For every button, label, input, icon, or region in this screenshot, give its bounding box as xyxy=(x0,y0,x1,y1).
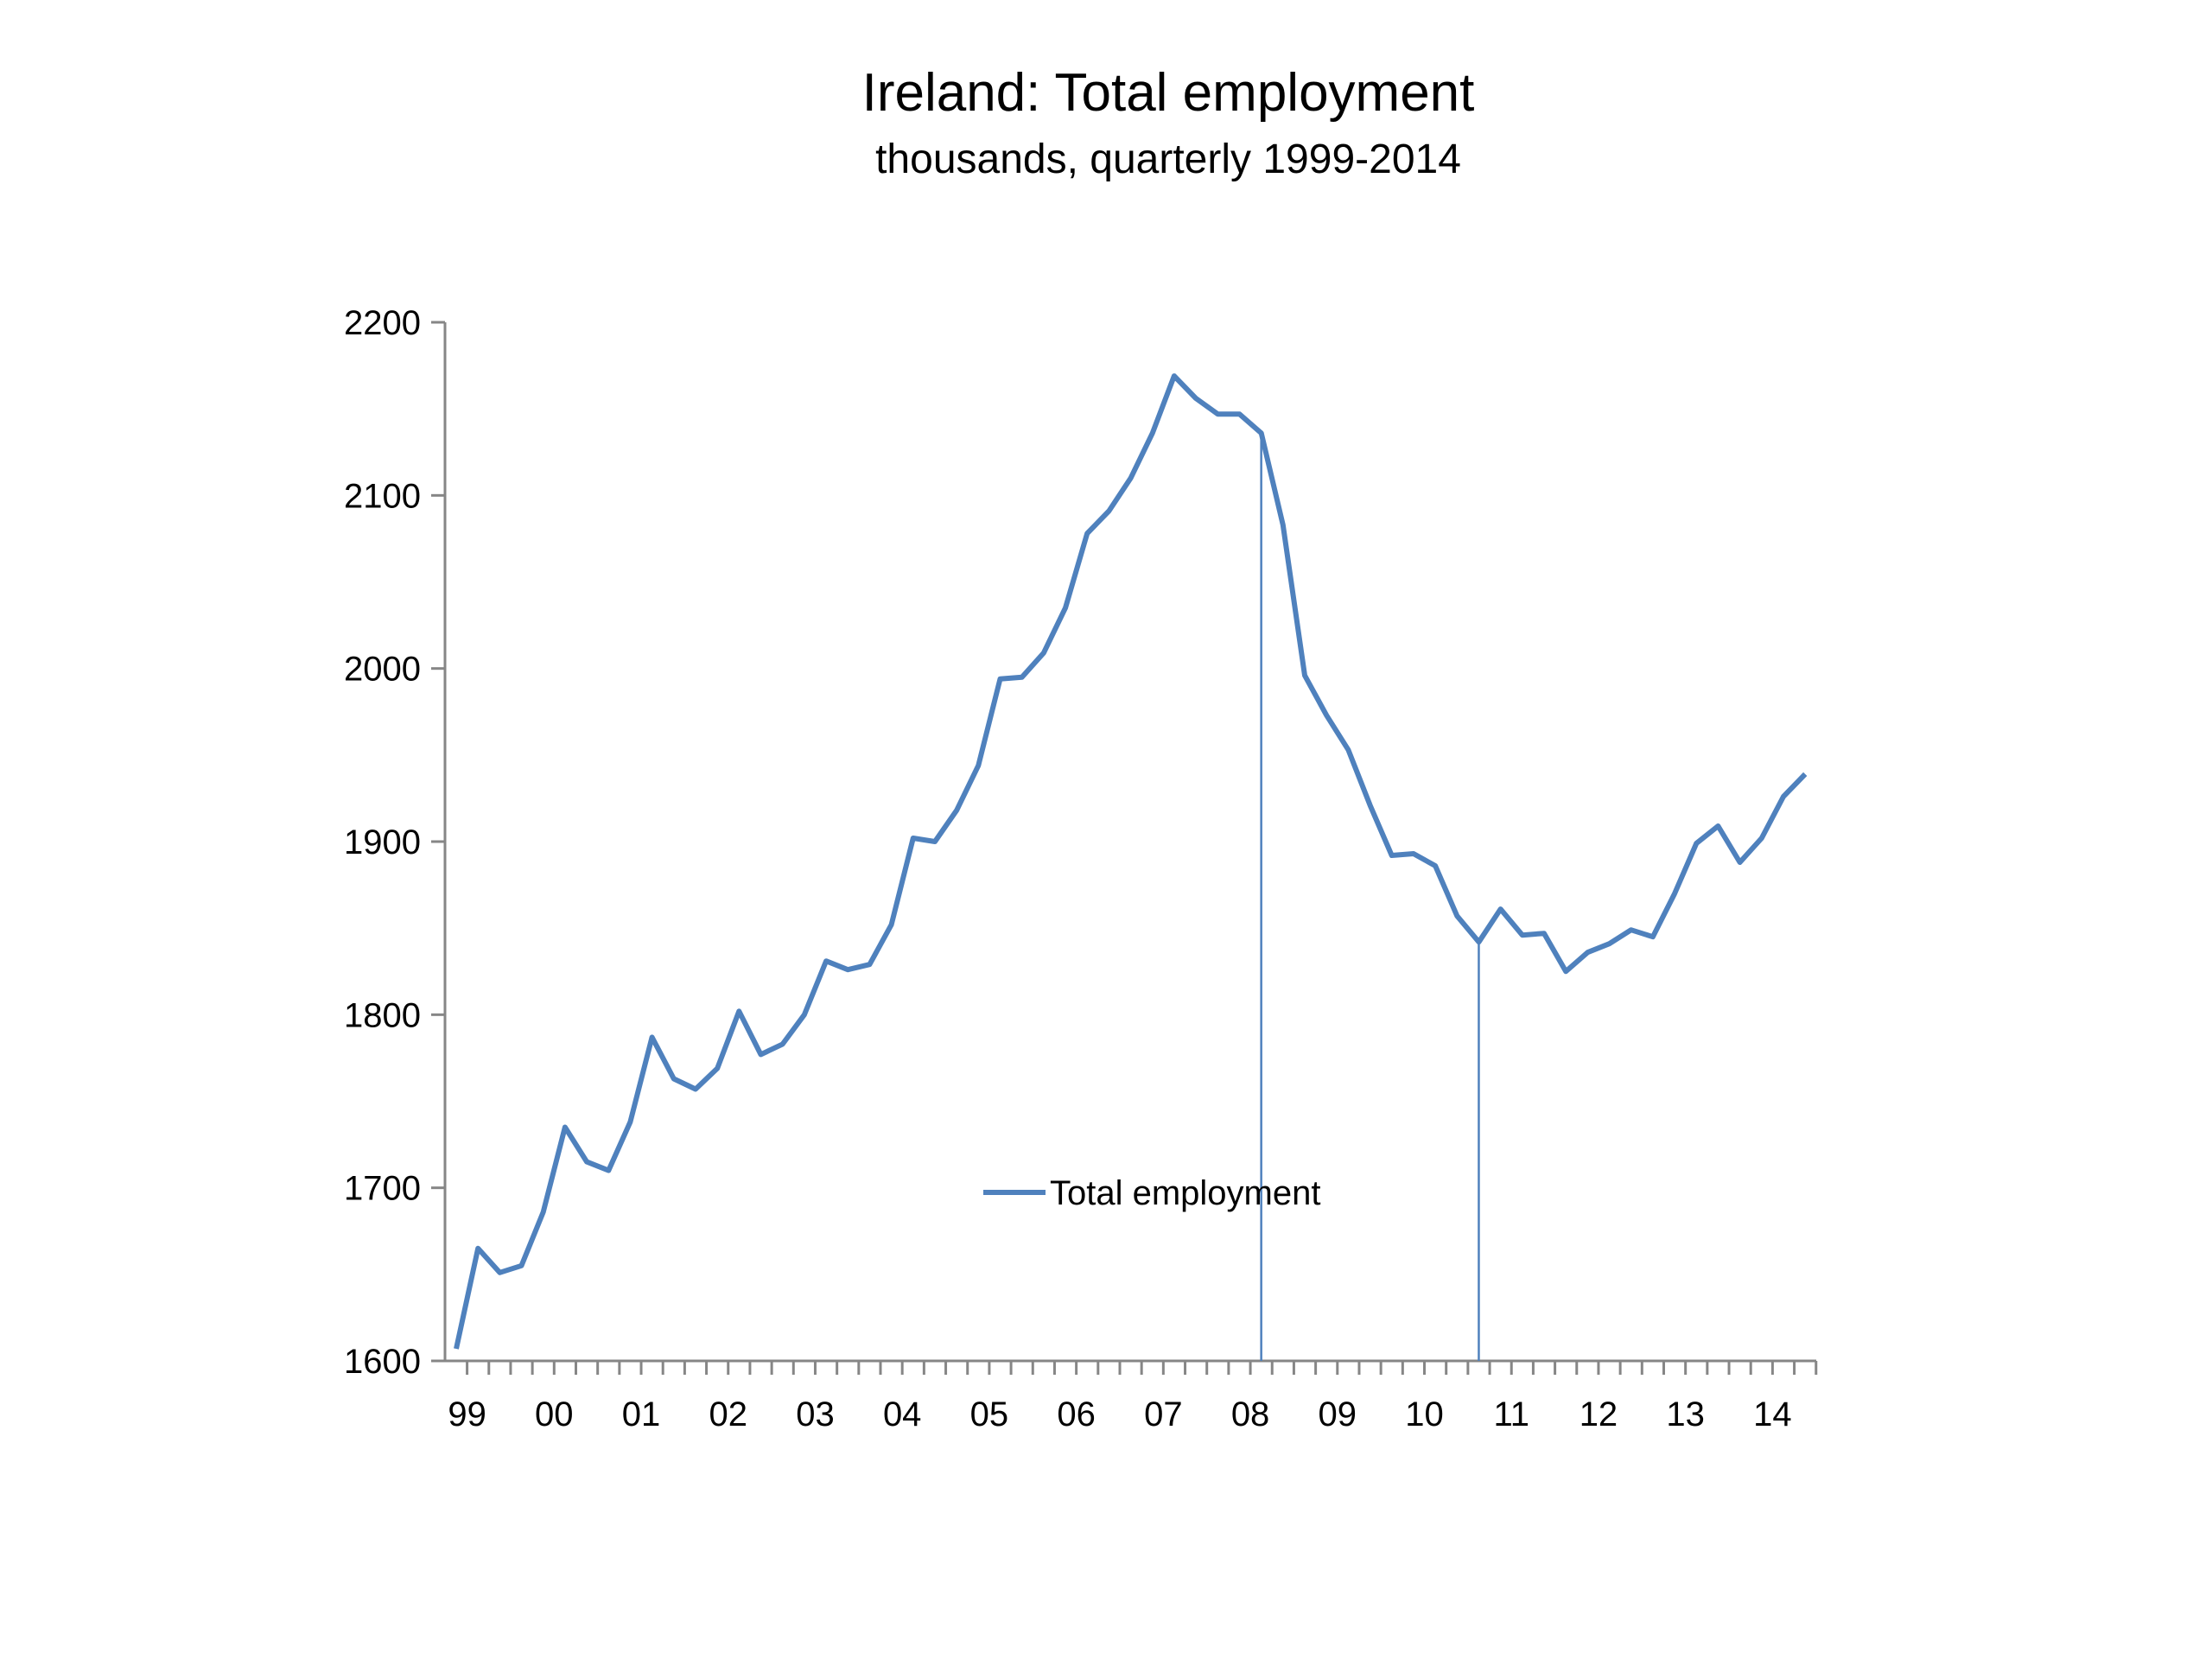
y-tick-label: 2000 xyxy=(344,651,421,689)
data-point xyxy=(1586,950,1589,954)
data-point xyxy=(651,1035,654,1039)
data-point xyxy=(1694,842,1698,845)
data-point xyxy=(1216,412,1219,416)
data-point xyxy=(912,836,915,840)
data-point xyxy=(933,840,937,843)
data-point xyxy=(1477,940,1480,944)
data-point xyxy=(520,1264,524,1268)
data-point xyxy=(1433,864,1437,868)
data-point xyxy=(1107,509,1110,512)
data-point xyxy=(1151,431,1154,435)
y-tick-label: 2200 xyxy=(344,304,421,342)
data-point xyxy=(1608,942,1611,945)
data-point xyxy=(781,1042,785,1046)
series-group xyxy=(454,373,1808,1351)
data-point xyxy=(1499,907,1503,911)
data-point xyxy=(824,959,828,963)
x-tick-label: 04 xyxy=(883,1395,922,1433)
axes: 1600 1700 1800 1900 2000 2100 2200 99 00 01 02 03 04… xyxy=(344,304,1818,1433)
data-point xyxy=(1542,931,1546,935)
data-point xyxy=(1064,607,1067,610)
data-point xyxy=(1412,852,1415,855)
chart-subtitle: thousands, quarterly 1999-2014 xyxy=(875,137,1461,182)
data-point xyxy=(1303,674,1306,677)
x-tick-label: 07 xyxy=(1144,1395,1183,1433)
data-point xyxy=(1390,854,1394,857)
y-tick-label: 1800 xyxy=(344,996,421,1034)
data-point xyxy=(1260,431,1263,435)
data-point xyxy=(1738,861,1742,864)
y-tick-label: 1900 xyxy=(344,823,421,861)
x-tick-label: 06 xyxy=(1057,1395,1096,1433)
data-point xyxy=(1281,523,1285,526)
x-tick-label: 09 xyxy=(1319,1395,1357,1433)
data-point xyxy=(1085,531,1089,535)
data-point xyxy=(715,1066,719,1070)
data-point xyxy=(563,1126,567,1129)
data-point xyxy=(1369,804,1372,807)
y-tick-label: 2100 xyxy=(344,477,421,515)
data-point xyxy=(890,923,893,926)
data-point xyxy=(1564,969,1567,973)
data-point xyxy=(1630,928,1633,931)
series-line-total-employment xyxy=(454,373,1808,1350)
data-point xyxy=(1194,397,1198,400)
data-point xyxy=(803,1013,806,1016)
chart-title: Ireland: Total employment xyxy=(862,63,1475,123)
y-tick-label: 1600 xyxy=(344,1343,421,1381)
data-point xyxy=(737,1009,741,1013)
data-point xyxy=(868,963,871,966)
x-tick-label: 11 xyxy=(1493,1395,1529,1433)
legend: Total employment xyxy=(983,1174,1320,1212)
data-point xyxy=(846,968,849,971)
data-point xyxy=(454,1347,458,1351)
x-tick-label: 12 xyxy=(1580,1395,1618,1433)
data-point xyxy=(999,677,1002,681)
x-tick-label: 08 xyxy=(1231,1395,1270,1433)
data-point xyxy=(1651,935,1655,938)
data-point xyxy=(1042,652,1046,655)
x-tick-label: 13 xyxy=(1666,1395,1705,1433)
data-point xyxy=(976,764,980,767)
data-point xyxy=(955,809,958,812)
reference-lines xyxy=(1260,433,1480,1361)
data-point xyxy=(498,1271,501,1274)
x-tick-label: 05 xyxy=(970,1395,1009,1433)
x-tick-label: 10 xyxy=(1405,1395,1444,1433)
data-point xyxy=(1782,795,1785,798)
data-point xyxy=(1673,892,1676,895)
data-point xyxy=(585,1160,588,1164)
data-point xyxy=(1803,772,1807,776)
data-point xyxy=(760,1052,763,1056)
data-point xyxy=(628,1121,632,1124)
data-point xyxy=(1237,412,1241,416)
x-tick-label: 00 xyxy=(535,1395,574,1433)
data-point xyxy=(542,1211,545,1214)
data-point xyxy=(1020,676,1024,679)
x-tick-label: 01 xyxy=(622,1395,661,1433)
data-point xyxy=(1346,748,1350,752)
data-point xyxy=(694,1087,697,1090)
data-point xyxy=(1129,476,1133,480)
data-point xyxy=(607,1169,610,1173)
x-tick-label: 02 xyxy=(709,1395,748,1433)
data-point xyxy=(1760,836,1764,840)
y-tick-label: 1700 xyxy=(344,1170,421,1208)
x-tick-label: 03 xyxy=(796,1395,835,1433)
data-point xyxy=(1521,933,1524,937)
legend-label: Total employment xyxy=(1050,1174,1320,1212)
data-point xyxy=(1325,714,1328,717)
data-point xyxy=(476,1247,480,1250)
x-tick-label: 14 xyxy=(1753,1395,1792,1433)
x-tick-label: 99 xyxy=(448,1395,486,1433)
data-point xyxy=(672,1077,676,1080)
data-point xyxy=(1173,374,1176,378)
data-point xyxy=(1455,914,1459,918)
data-point xyxy=(1716,824,1719,828)
